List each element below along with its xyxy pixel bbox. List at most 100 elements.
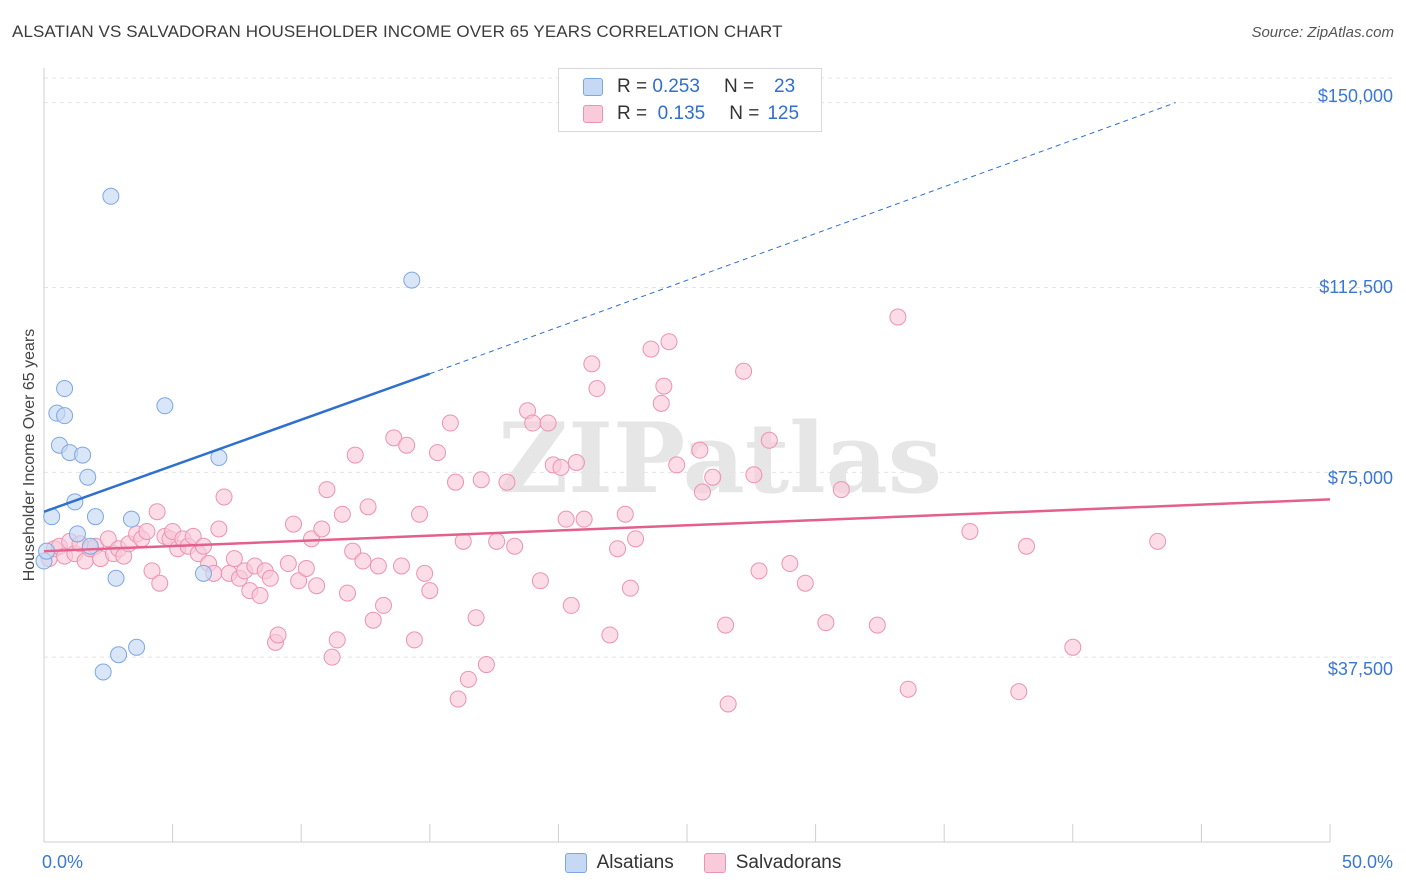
chart-title: ALSATIAN VS SALVADORAN HOUSEHOLDER INCOM… (12, 22, 783, 41)
salvadoran-point (796, 574, 814, 592)
salvadoran-point (609, 540, 627, 558)
salvadoran-point (421, 582, 439, 600)
alsatian-point (56, 380, 74, 398)
salvadoran-point (398, 436, 416, 454)
salvadoran-point (750, 562, 768, 580)
legend-item-salvadorans[interactable]: Salvadorans (703, 852, 842, 874)
alsatian-point (110, 646, 128, 664)
salvadoran-point (498, 473, 516, 491)
salvadoran-point (557, 510, 575, 528)
salvadoran-point (279, 555, 297, 573)
alsatian-point (403, 271, 421, 289)
salvadoran-point (735, 362, 753, 380)
watermark-text: ZIPatlas (498, 402, 942, 515)
legend-r-value: 0.253 (652, 76, 700, 97)
salvadoran-point (655, 377, 673, 395)
salvadoran-point (99, 530, 117, 548)
salvadoran-point (449, 690, 467, 708)
alsatian-point (128, 638, 146, 656)
salvadoran-point (447, 473, 465, 491)
alsatian-point (74, 446, 92, 464)
salvadoran-point (215, 488, 233, 506)
alsatian-point (102, 187, 120, 205)
salvadoran-point (290, 572, 308, 590)
salvadoran-point (441, 414, 459, 432)
alsatian-trend-line (43, 372, 431, 513)
salvadoran-point (719, 695, 737, 713)
legend-row-salvadorans: R = 0.135 N = 125 (583, 102, 799, 126)
salvadoran-point (627, 530, 645, 548)
salvadoran-point (344, 542, 362, 560)
salvadoran-point (251, 587, 269, 605)
salvadoran-point (531, 572, 549, 590)
salvadoran-point (313, 520, 331, 538)
legend-n-value: 23 (774, 76, 796, 97)
salvadoran-point (642, 340, 660, 358)
salvadoran-point (369, 557, 387, 575)
salvadoran-trend-line (43, 498, 1331, 553)
legend-r-value: 0.135 (657, 103, 706, 124)
y-tick-label-150000: $150,000 (1317, 86, 1393, 106)
salvadoran-point (889, 308, 907, 326)
alsatian-legend-swatch (564, 853, 587, 873)
legend-item-alsatians[interactable]: Alsatians (564, 852, 674, 874)
salvadoran-point (225, 550, 243, 568)
salvadoran-point (717, 616, 735, 634)
salvadoran-point (346, 446, 364, 464)
salvadoran-point (868, 616, 886, 634)
alsatian-point (56, 407, 74, 425)
salvadoran-point (691, 441, 709, 459)
salvadoran-point (405, 631, 423, 649)
salvadoran-point (1149, 532, 1167, 550)
alsatian-point (122, 510, 140, 528)
alsatian-point (68, 525, 86, 543)
salvadoran-point (459, 670, 477, 688)
x-tick-label-min: 0.0% (42, 852, 84, 872)
legend-label-alsatians: Alsatians (596, 852, 674, 873)
salvadoran-point (760, 431, 778, 449)
salvadoran-point (354, 552, 372, 570)
salvadoran-point (832, 481, 850, 499)
salvadoran-point (359, 498, 377, 516)
salvadoran-point (284, 515, 302, 533)
salvadoran-point (364, 611, 382, 629)
salvadoran-point (385, 429, 403, 447)
salvadoran-point (562, 596, 580, 614)
salvadoran-point (652, 394, 670, 412)
legend-n-label: N = (729, 103, 760, 124)
legend-n-value: 125 (767, 103, 800, 124)
salvadoran-point (375, 596, 393, 614)
legend-r-label: R = (617, 76, 648, 97)
salvadoran-point (621, 579, 639, 597)
salvadoran-point (693, 483, 711, 501)
salvadoran-point (297, 559, 315, 577)
salvadoran-point (524, 414, 542, 432)
salvadoran-point (583, 355, 601, 373)
salvadoran-point (429, 444, 447, 462)
salvadoran-point (567, 453, 585, 471)
salvadoran-point (148, 503, 166, 521)
salvadoran-point (668, 456, 686, 474)
x-tick-label-max: 50.0% (1341, 852, 1393, 872)
salvadoran-point (151, 574, 169, 592)
legend-r-label: R = (617, 103, 648, 124)
series-legend: Alsatians Salvadorans (0, 852, 1406, 874)
salvadoran-point (899, 680, 917, 698)
salvadoran-legend-swatch (703, 853, 726, 873)
alsatian-point (79, 468, 97, 486)
salvadoran-point (817, 614, 835, 632)
salvadoran-point (308, 577, 326, 595)
salvadoran-point (745, 466, 763, 484)
y-tick-label-37500: $37,500 (1327, 659, 1393, 679)
salvadoran-point (261, 569, 279, 587)
salvadoran-swatch (583, 105, 603, 123)
salvadoran-point (1064, 638, 1082, 656)
salvadoran-point (660, 333, 678, 351)
legend-label-salvadorans: Salvadorans (735, 852, 842, 873)
alsatian-swatch (583, 78, 603, 96)
salvadoran-point (138, 522, 156, 540)
salvadoran-point (552, 458, 570, 476)
y-tick-label-75000: $75,000 (1327, 468, 1393, 488)
salvadoran-point (333, 505, 351, 523)
